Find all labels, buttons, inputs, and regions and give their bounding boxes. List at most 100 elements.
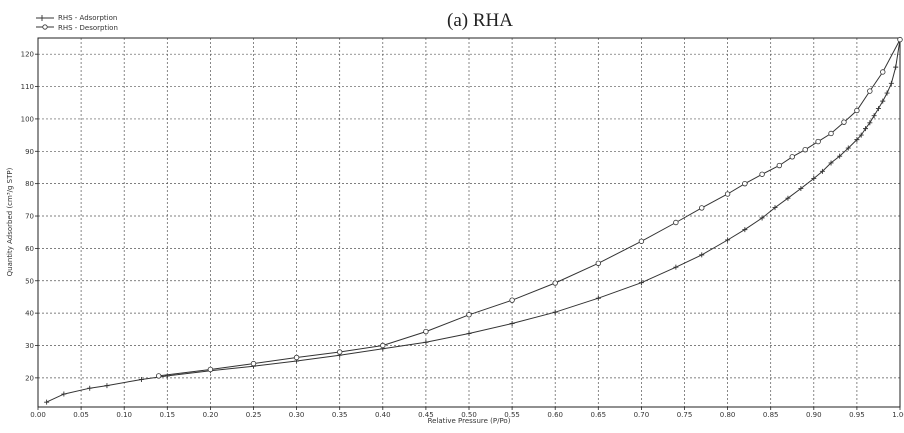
y-tick-label: 80 bbox=[25, 180, 34, 188]
data-point-adsorption bbox=[772, 205, 778, 211]
data-point-desorption bbox=[293, 354, 300, 361]
x-tick-label: 0.50 bbox=[461, 411, 477, 419]
data-point-adsorption bbox=[138, 376, 144, 382]
data-point-adsorption bbox=[828, 160, 834, 166]
data-point-adsorption bbox=[104, 383, 110, 389]
x-tick-label: 0.65 bbox=[591, 411, 607, 419]
x-tick-label: 0.70 bbox=[634, 411, 650, 419]
data-point-adsorption bbox=[785, 195, 791, 201]
x-axis-ticks: 0.00 0.05 0.10 0.15 0.20 0.25 0.30 0.35 0.40 0.45… bbox=[30, 407, 904, 419]
data-point-desorption bbox=[880, 69, 886, 75]
x-tick-label: 0.40 bbox=[375, 411, 391, 419]
y-tick-label: 30 bbox=[25, 342, 34, 350]
data-point-desorption bbox=[815, 138, 821, 145]
data-point-adsorption bbox=[552, 309, 558, 315]
data-point-adsorption bbox=[509, 320, 515, 326]
data-point-desorption bbox=[867, 88, 873, 94]
data-point-desorption bbox=[466, 312, 472, 318]
x-tick-label: 0.15 bbox=[160, 411, 176, 419]
y-tick-label: 120 bbox=[21, 51, 34, 59]
y-axis-ticks: 20 30 40 50 60 70 80 90 100 110 120 bbox=[21, 51, 38, 382]
chart-title: (a) RHA bbox=[447, 10, 513, 31]
data-point-desorption bbox=[509, 297, 515, 303]
data-point-adsorption bbox=[699, 252, 705, 258]
data-point-desorption bbox=[897, 36, 903, 43]
x-tick-label: 0.80 bbox=[720, 411, 736, 419]
data-point-desorption bbox=[673, 219, 679, 226]
data-point-adsorption bbox=[87, 385, 93, 391]
data-point-desorption bbox=[380, 342, 386, 349]
data-point-adsorption bbox=[811, 175, 817, 181]
data-point-adsorption bbox=[423, 339, 429, 345]
data-point-desorption bbox=[828, 130, 834, 137]
data-point-desorption bbox=[742, 180, 748, 187]
legend-label-adsorption: RHS - Adsorption bbox=[58, 14, 117, 22]
x-tick-label: 0.85 bbox=[763, 411, 779, 419]
x-tick-label: 0.20 bbox=[203, 411, 219, 419]
data-point-desorption bbox=[595, 260, 601, 266]
data-point-adsorption bbox=[884, 90, 890, 96]
series-adsorption bbox=[44, 37, 903, 405]
data-point-desorption bbox=[724, 191, 731, 197]
data-point-desorption bbox=[854, 107, 860, 114]
y-tick-label: 90 bbox=[25, 148, 34, 156]
data-point-adsorption bbox=[867, 120, 873, 126]
data-point-adsorption bbox=[863, 126, 869, 132]
y-tick-label: 100 bbox=[21, 115, 34, 123]
legend-item-adsorption: RHS - Adsorption bbox=[36, 14, 117, 22]
x-tick-label: 0.60 bbox=[547, 411, 563, 419]
data-point-desorption bbox=[759, 171, 765, 177]
y-tick-label: 110 bbox=[21, 83, 34, 91]
data-point-desorption bbox=[638, 238, 645, 244]
y-tick-label: 40 bbox=[25, 310, 34, 318]
data-point-adsorption bbox=[819, 168, 825, 174]
x-tick-label: 0.90 bbox=[806, 411, 822, 419]
x-tick-label: 0.00 bbox=[30, 411, 46, 419]
y-tick-label: 70 bbox=[25, 213, 34, 221]
x-tick-label: 0.10 bbox=[116, 411, 132, 419]
data-point-adsorption bbox=[875, 106, 881, 112]
legend-label-desorption: RHS - Desorption bbox=[58, 24, 118, 32]
data-point-desorption bbox=[250, 360, 257, 367]
data-point-desorption bbox=[789, 154, 795, 160]
x-tick-label: 0.25 bbox=[246, 411, 262, 419]
data-point-adsorption bbox=[893, 64, 899, 70]
x-tick-label: 0.30 bbox=[289, 411, 305, 419]
data-point-desorption bbox=[155, 373, 162, 379]
data-point-adsorption bbox=[44, 399, 50, 405]
x-tick-label: 0.35 bbox=[332, 411, 348, 419]
data-point-adsorption bbox=[888, 80, 894, 86]
data-point-desorption bbox=[423, 328, 429, 335]
data-point-adsorption bbox=[880, 98, 886, 104]
data-point-adsorption bbox=[798, 186, 804, 192]
data-point-desorption bbox=[552, 280, 558, 286]
data-point-adsorption bbox=[854, 137, 860, 143]
x-tick-label: 1.00 bbox=[892, 411, 904, 419]
series-group bbox=[44, 36, 903, 405]
data-point-adsorption bbox=[61, 391, 67, 397]
data-point-adsorption bbox=[742, 227, 748, 233]
data-point-desorption bbox=[841, 119, 847, 125]
y-tick-label: 50 bbox=[25, 277, 34, 285]
x-tick-label: 0.75 bbox=[677, 411, 693, 419]
grid bbox=[38, 38, 900, 407]
x-tick-label: 0.95 bbox=[849, 411, 865, 419]
x-axis-label: Relative Pressure (P/Po) bbox=[428, 417, 511, 425]
series-desorption bbox=[155, 36, 903, 379]
x-tick-label: 0.05 bbox=[73, 411, 89, 419]
data-point-desorption bbox=[699, 205, 705, 211]
data-point-adsorption bbox=[837, 153, 843, 159]
data-point-adsorption bbox=[871, 113, 877, 119]
data-point-desorption bbox=[207, 366, 214, 373]
x-tick-label: 0.45 bbox=[418, 411, 434, 419]
data-point-adsorption bbox=[638, 280, 644, 286]
data-point-adsorption bbox=[845, 145, 851, 151]
data-point-adsorption bbox=[759, 215, 765, 221]
y-tick-label: 20 bbox=[25, 374, 34, 382]
legend: RHS - Adsorption RHS - Desorption bbox=[36, 14, 118, 32]
data-point-adsorption bbox=[595, 295, 601, 301]
y-axis-label: Quantity Adsorbed (cm³/g STP) bbox=[6, 167, 14, 276]
data-point-adsorption bbox=[164, 373, 170, 379]
legend-item-desorption: RHS - Desorption bbox=[36, 24, 118, 32]
